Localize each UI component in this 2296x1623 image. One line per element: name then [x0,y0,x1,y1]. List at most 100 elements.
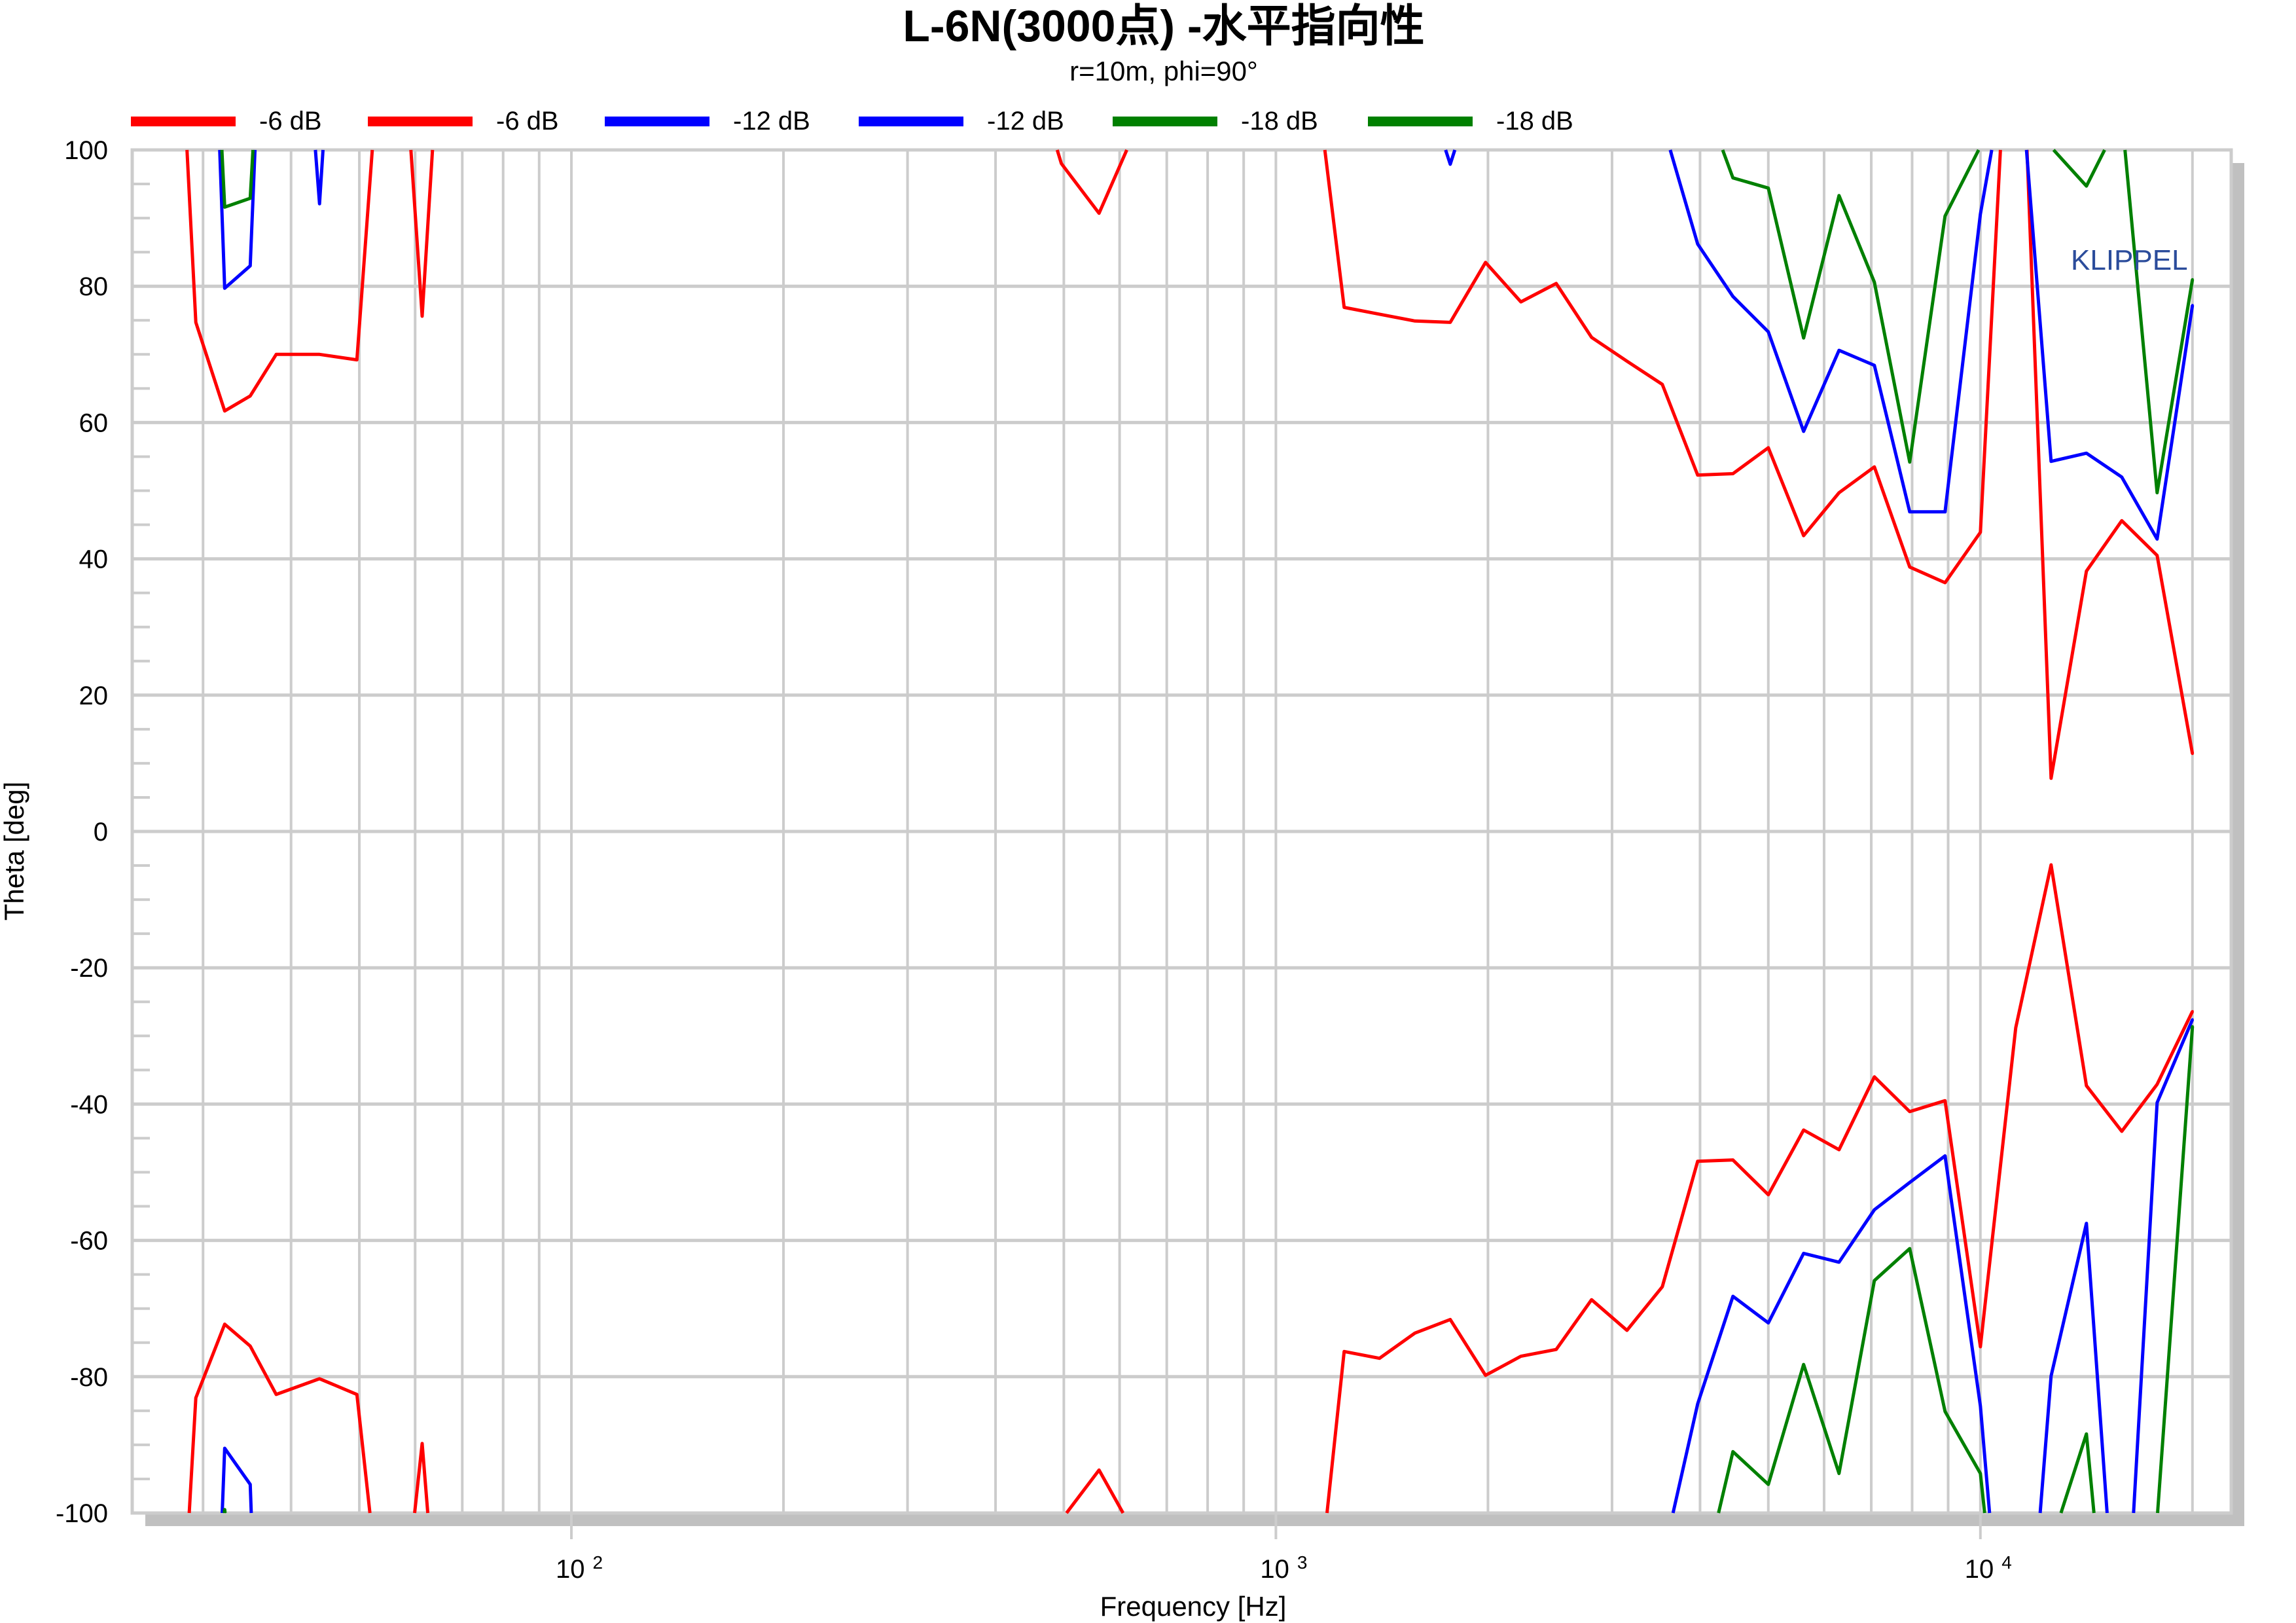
legend-label: -18 dB [1241,106,1318,136]
data-point [2191,1018,2194,1021]
series-1 [187,863,2195,1514]
data-point [2049,864,2053,866]
series-line [185,149,374,413]
data-point [1837,1148,1840,1152]
data-point [2191,752,2194,756]
data-point [2049,776,2053,780]
data-point [1943,510,1946,513]
x-axis-label: Frequency [Hz] [1100,1591,1287,1622]
data-point [1731,176,1734,179]
data-point [1554,1348,1558,1351]
data-point [1060,162,1063,165]
x-tick-label: 10 2 [556,1552,603,1584]
legend-swatch [1368,116,1473,126]
legend-swatch [131,116,236,126]
data-point [1413,1332,1416,1335]
data-point [1590,336,1593,339]
data-point [2191,278,2194,281]
chart-title: L-6N(3000点) -水平指向性 [903,1,1425,51]
data-point [1908,1110,1911,1113]
data-point [1873,1279,1876,1282]
data-point [1979,1472,1982,1475]
data-point [1554,282,1558,285]
data-point [1837,349,1840,352]
data-point [1943,215,1946,217]
series-line [187,1322,372,1514]
data-point [1767,187,1770,190]
y-tick-label: -20 [70,954,108,983]
data-point [1448,1318,1452,1321]
series-line [218,149,257,290]
data-point [223,206,226,209]
data-point [1767,446,1770,449]
series-4 [220,149,2195,495]
data-point [1696,242,1699,246]
data-point [1802,337,1805,340]
data-point [1767,1321,1770,1324]
legend-swatch [859,116,963,126]
data-point [421,1442,423,1445]
data-point [1731,1158,1734,1161]
data-point [2191,304,2194,307]
data-point [1378,1357,1381,1360]
data-point [1943,1154,1946,1158]
data-point [194,321,198,324]
data-point [1802,429,1805,433]
data-point [1625,359,1628,363]
data-point [1696,473,1699,477]
data-point [2155,1101,2159,1104]
data-point [1625,1329,1628,1332]
series-5 [223,1025,2195,1514]
data-point [223,409,226,412]
data-point [1731,472,1734,475]
data-point [1943,581,1946,584]
y-tick-label: 40 [79,545,109,574]
legend-item: -18 dB [1368,105,1573,137]
data-point [2155,554,2159,557]
legend-item: -12 dB [859,105,1064,137]
data-point [2191,1010,2194,1013]
series-line [2156,1026,2195,1514]
data-point [1873,364,1876,367]
y-tick-label: -80 [70,1363,108,1392]
legend-item: -6 dB [131,105,322,137]
data-point [1660,383,1664,386]
data-point [2049,1374,2053,1377]
data-point [2155,1083,2159,1086]
legend-swatch [1113,116,1217,126]
data-point [2085,1432,2088,1436]
data-point [1837,194,1840,197]
data-point [1413,319,1416,323]
data-point [1660,1285,1664,1288]
y-axis-label: Theta [deg] [0,782,29,921]
y-tick-label: -100 [56,1499,108,1528]
series-group [185,149,2195,1514]
data-point [223,287,226,290]
series-line [1717,1247,1986,1514]
x-tick-label: 10 3 [1260,1552,1307,1584]
data-point [1837,491,1840,494]
data-point [1731,1295,1734,1298]
data-point [275,1393,278,1396]
series-line [2025,149,2195,780]
data-point [1519,301,1522,304]
data-point [2120,519,2123,522]
data-point [1837,1260,1840,1264]
series-line [1325,863,2195,1514]
axes: -100 -80 -60 -40 -20 0 20 40 60 80 100 10 2 10 3 10 4 [56,136,2012,1584]
series-3 [221,1018,2195,1514]
data-point [1908,566,1911,569]
data-point [223,1322,226,1326]
series-line [2024,149,2195,541]
data-point [355,358,359,361]
data-point [1378,312,1381,316]
data-point [2085,185,2088,188]
data-point [1731,1450,1734,1453]
legend-label: -6 dB [259,106,322,136]
data-point [1979,1404,1982,1408]
data-point [2155,538,2159,541]
y-tick-label: -60 [70,1227,108,1256]
x-tick-label: 10 4 [1965,1552,2012,1584]
data-point [249,1483,252,1486]
